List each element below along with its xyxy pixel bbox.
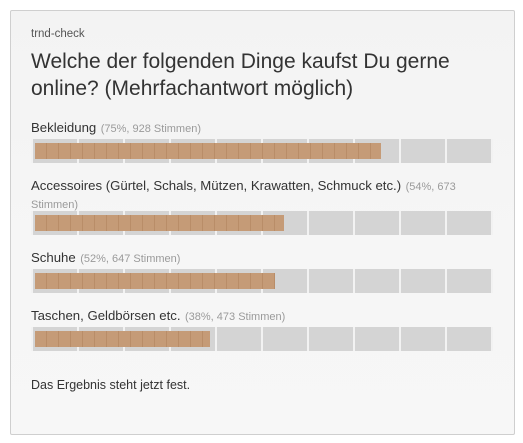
result-bar (31, 269, 493, 293)
result-bar (31, 211, 493, 235)
brand-label: trnd-check (31, 28, 85, 40)
poll-option-schuhe: Schuhe (52%, 647 Stimmen) (31, 249, 493, 293)
result-bar-fill (35, 273, 275, 289)
poll-option-accessoires: Accessoires (Gürtel, Schals, Mützen, Kra… (31, 177, 493, 235)
option-stats: (54%, 673 Stimmen) (31, 181, 456, 211)
result-bar (31, 327, 493, 351)
option-stats: (38%, 473 Stimmen) (185, 311, 286, 323)
option-label: Schuhe (31, 250, 76, 265)
option-text: Accessoires (Gürtel, Schals, Mützen, Kra… (31, 177, 493, 213)
poll-option-bekleidung: Bekleidung (75%, 928 Stimmen) (31, 119, 493, 163)
option-label: Taschen, Geldbörsen etc. (31, 308, 181, 323)
option-label: Accessoires (Gürtel, Schals, Mützen, Kra… (31, 178, 402, 193)
option-text: Schuhe (52%, 647 Stimmen) (31, 249, 493, 267)
option-text: Taschen, Geldbörsen etc. (38%, 473 Stimm… (31, 307, 493, 325)
poll-question: Welche der folgenden Dinge kaufst Du ger… (31, 50, 450, 100)
result-bar-fill (35, 215, 284, 231)
result-bar-fill (35, 331, 210, 347)
option-text: Bekleidung (75%, 928 Stimmen) (31, 119, 493, 137)
result-bar-fill (35, 143, 381, 159)
poll-option-taschen: Taschen, Geldbörsen etc. (38%, 473 Stimm… (31, 307, 493, 351)
option-label: Bekleidung (31, 120, 97, 135)
poll-widget: trnd-check Welche der folgenden Dinge ka… (10, 10, 515, 435)
result-status-text: Das Ergebnis steht jetzt fest. (31, 378, 191, 392)
option-stats: (75%, 928 Stimmen) (100, 123, 201, 135)
option-stats: (52%, 647 Stimmen) (80, 253, 181, 265)
result-bar (31, 139, 493, 163)
